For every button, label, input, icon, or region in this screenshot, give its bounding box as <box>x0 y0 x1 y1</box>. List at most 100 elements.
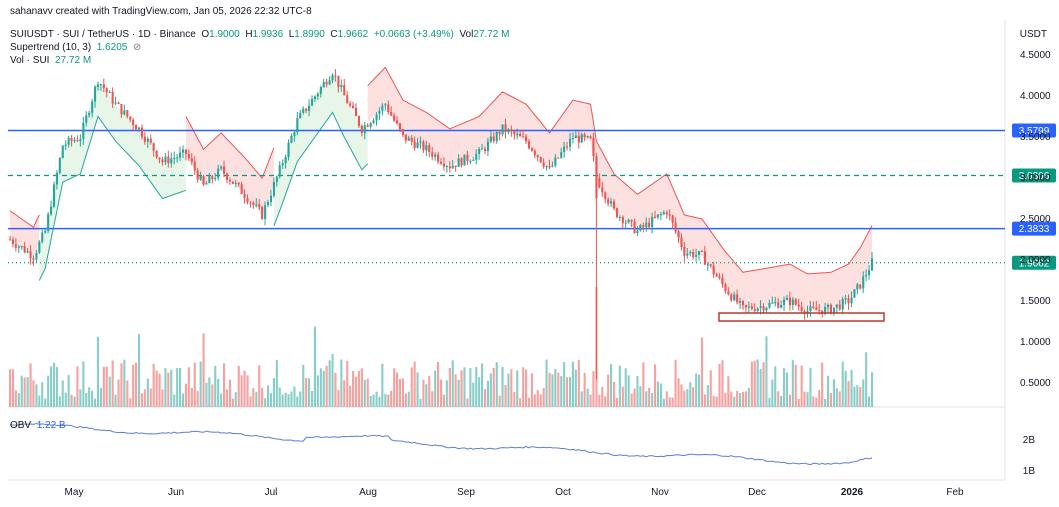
volume-bar <box>305 377 308 407</box>
volume-bar <box>187 367 190 407</box>
volume-bar <box>214 365 217 407</box>
volume-bar <box>184 383 187 407</box>
volume-bar <box>841 361 844 407</box>
candle-body <box>695 254 698 257</box>
candle-body <box>431 152 434 157</box>
candle-body <box>513 131 516 135</box>
candle-body <box>9 239 12 241</box>
volume-bar <box>481 363 484 407</box>
volume-bar <box>750 361 753 407</box>
candle-body <box>489 136 492 142</box>
candle-body <box>533 150 536 156</box>
level-label: 2.3833 <box>1019 224 1050 235</box>
candle-body <box>651 216 654 227</box>
volume-bar <box>850 369 853 407</box>
candle-body <box>624 222 627 224</box>
volume-bar <box>35 384 38 407</box>
volume-bar <box>299 391 302 407</box>
volume-bar <box>11 369 14 407</box>
candle-body <box>117 102 120 104</box>
candle-body <box>105 88 108 93</box>
volume-bar <box>354 376 357 407</box>
obv-axis-2b: 2B <box>1022 435 1035 446</box>
volume-bar <box>228 379 231 407</box>
candle-body <box>94 86 97 102</box>
candle-body <box>698 251 701 255</box>
volume-bar <box>337 390 340 407</box>
price-axis-ticks: 4.5000 4.0000 3.5000 3.0000 2.5000 2.0000 1.50… <box>1020 50 1051 389</box>
level-pill <box>1012 255 1056 270</box>
volume-bar <box>797 398 800 407</box>
volume-bar <box>161 389 164 407</box>
candle-body <box>190 158 193 162</box>
volume-bar <box>99 388 102 407</box>
volume-bar <box>287 394 290 407</box>
volume-legend[interactable]: Vol · SUI 27.72 M <box>10 55 91 66</box>
volume-bar <box>55 367 58 407</box>
volume-bar <box>533 394 536 407</box>
volume-bar <box>340 359 343 407</box>
volume-bar <box>580 391 583 407</box>
candle-body <box>484 148 487 151</box>
volume-bar <box>114 394 117 407</box>
volume-bar <box>170 369 173 407</box>
candle-body <box>381 105 384 111</box>
volume-bar <box>501 366 504 407</box>
volume-bar <box>82 361 85 407</box>
candle-body <box>648 222 651 228</box>
candle-body <box>290 135 293 143</box>
volume-bar <box>152 363 155 407</box>
chart-credit: sahanavv created with TradingView.com, J… <box>10 6 312 17</box>
candle-body <box>384 104 387 106</box>
volume-bar <box>835 388 838 407</box>
obv-legend[interactable]: OBV 1.22 B <box>10 420 66 431</box>
candle-body <box>258 204 261 208</box>
volume-bar <box>548 372 551 407</box>
candle-body <box>293 132 296 136</box>
supertrend-line <box>367 66 873 275</box>
level-label: 3.0306 <box>1019 171 1050 182</box>
symbol-title[interactable]: SUIUSDT · SUI / TetherUS · 1D · Binance <box>10 29 196 40</box>
currency-label: USDT <box>1019 29 1047 40</box>
candle-body <box>633 221 636 233</box>
candle-body <box>812 306 815 308</box>
candle-body <box>173 157 176 159</box>
volume-bar <box>120 363 123 407</box>
candle-body <box>542 162 545 167</box>
volume-bar <box>454 374 457 407</box>
candle-body <box>636 230 639 233</box>
supertrend-down-fill <box>185 116 274 215</box>
candle-body <box>140 127 143 137</box>
candle-body <box>659 214 662 216</box>
candle-body <box>668 214 671 216</box>
candle-body <box>850 297 853 304</box>
supertrend-legend[interactable]: Supertrend (10, 3) 1.6205 ⊘ <box>10 42 141 53</box>
candle-body <box>220 166 223 169</box>
volume-bar <box>102 366 105 407</box>
eye-off-icon[interactable]: ⊘ <box>132 42 142 53</box>
volume-value: 27.72 M <box>55 55 92 66</box>
candle-body <box>284 157 287 164</box>
candle-body <box>645 222 648 228</box>
candle-body <box>179 152 182 158</box>
candle-body <box>143 136 146 142</box>
volume-bar <box>23 377 26 407</box>
candle-body <box>733 294 736 301</box>
candle-body <box>50 206 53 215</box>
candle-body <box>346 95 349 104</box>
volume-bar <box>783 368 786 407</box>
candle-body <box>223 166 226 174</box>
volume-bar <box>64 392 67 407</box>
volume-bar <box>202 333 205 407</box>
candle-body <box>305 108 308 111</box>
volume-bar <box>727 376 730 407</box>
level-pill <box>1012 123 1056 138</box>
candle-body <box>375 114 378 121</box>
candle-body <box>574 135 577 139</box>
volume-bar <box>401 378 404 407</box>
supertrend-up-fill <box>273 71 368 226</box>
candle-body <box>835 304 838 308</box>
candle-body <box>129 116 132 120</box>
volume-bar <box>730 391 733 407</box>
